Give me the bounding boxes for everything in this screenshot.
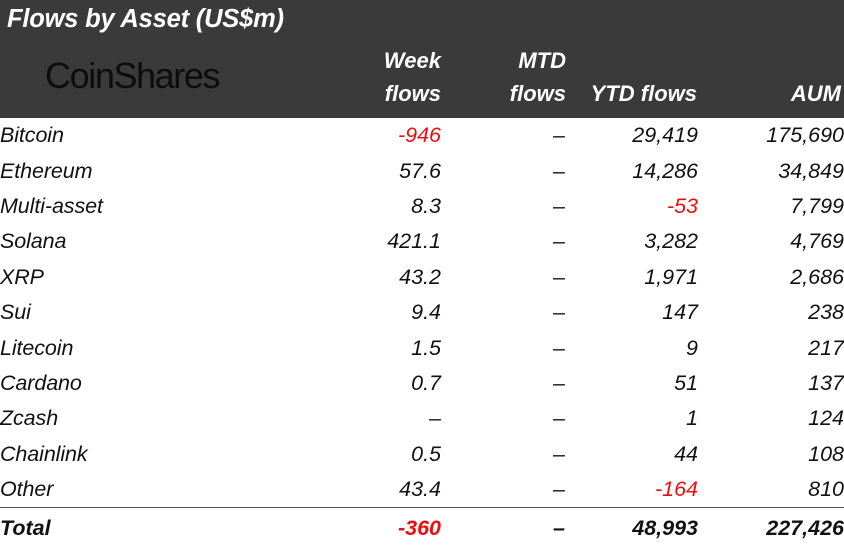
table-row: Sui 9.4 – 147 238 <box>0 295 844 330</box>
page-title: Flows by Asset (US$m) <box>7 5 284 33</box>
cell-asset: Sui <box>0 300 31 325</box>
cell-ytd-flows: 29,419 <box>632 123 698 148</box>
table-row: Cardano 0.7 – 51 137 <box>0 366 844 401</box>
table-header-bar: Flows by Asset (US$m) CoinShares Week fl… <box>0 0 844 118</box>
cell-week-flows: 9.4 <box>411 300 441 325</box>
cell-mtd-flows: – <box>553 123 565 148</box>
flows-table: Bitcoin -946–29,419 175,690 Ethereum 57.6–14… <box>0 118 844 549</box>
cell-week-flows: 0.5 <box>411 441 441 466</box>
cell-ytd-flows: -53 <box>666 193 698 218</box>
table-rows-container: Bitcoin -946–29,419 175,690 Ethereum 57.6–14… <box>0 118 844 549</box>
cell-week-flows: 43.2 <box>399 264 441 289</box>
cell-week-flows: 57.6 <box>399 158 441 183</box>
cell-asset: Bitcoin <box>0 123 64 148</box>
cell-week-flows: 0.7 <box>411 370 441 395</box>
cell-ytd-flows: 147 <box>662 300 698 325</box>
cell-aum: 217 <box>808 335 844 360</box>
cell-asset: Solana <box>0 229 67 254</box>
cell-ytd-flows: 1,971 <box>644 264 698 289</box>
cell-asset: Other <box>0 477 54 502</box>
column-header-mtd-flows-line1: MTD <box>518 48 566 73</box>
column-header-ytd-flows-label: YTD flows <box>590 81 697 106</box>
cell-ytd-flows: 3,282 <box>644 229 698 254</box>
column-header-aum: AUM <box>791 77 841 110</box>
table-total-row: Total -360–48,993 227,426 <box>0 507 844 549</box>
cell-week-flows: 43.4 <box>399 477 441 502</box>
table-row: Chainlink 0.5 – 44 108 <box>0 437 844 472</box>
cell-aum: 2,686 <box>790 264 844 289</box>
cell-week-flows: 8.3 <box>411 193 441 218</box>
cell-week-flows: 1.5 <box>411 335 441 360</box>
column-header-week-flows-line1: Week <box>383 48 441 73</box>
column-header-aum-label: AUM <box>790 81 841 106</box>
cell-asset: Chainlink <box>0 441 88 466</box>
cell-ytd-flows: 1 <box>686 406 698 431</box>
cell-ytd-flows: 48,993 <box>565 507 698 549</box>
cell-mtd-flows: – <box>553 264 565 289</box>
cell-aum: 227,426 <box>698 507 844 549</box>
table-body: Bitcoin -946–29,419 175,690 Ethereum 57.6–14… <box>0 118 844 551</box>
cell-mtd-flows: – <box>553 193 565 218</box>
cell-asset: XRP <box>0 264 44 289</box>
table-row: Ethereum 57.6 – 14,286 34,849 <box>0 153 844 188</box>
cell-asset: Ethereum <box>0 158 93 183</box>
cell-asset: Litecoin <box>0 335 74 360</box>
column-header-ytd-flows: YTD flows <box>591 77 697 110</box>
cell-aum: 108 <box>808 441 844 466</box>
cell-aum: 34,849 <box>778 158 844 183</box>
cell-mtd-flows: – <box>553 229 565 254</box>
table-row: Multi-asset 8.3 – -53 7,799 <box>0 189 844 224</box>
coinshares-logo: CoinShares <box>45 55 221 96</box>
cell-aum: 238 <box>808 300 844 325</box>
cell-aum: 4,769 <box>790 229 844 254</box>
cell-mtd-flows: – <box>553 370 565 395</box>
cell-week-flows: 421.1 <box>387 229 441 254</box>
table-row: Solana 421.1 – 3,282 4,769 <box>0 224 844 259</box>
table-row: Litecoin 1.5 – 9 217 <box>0 330 844 365</box>
table-row: Zcash – – 1 124 <box>0 401 844 436</box>
cell-mtd-flows: – <box>441 507 565 549</box>
cell-aum: 7,799 <box>790 193 844 218</box>
cell-ytd-flows: 51 <box>674 370 698 395</box>
cell-asset: Total <box>0 507 340 549</box>
cell-aum: 137 <box>808 370 844 395</box>
cell-mtd-flows: – <box>553 158 565 183</box>
cell-ytd-flows: 14,286 <box>632 158 698 183</box>
cell-mtd-flows: – <box>553 335 565 360</box>
cell-week-flows: -360 <box>340 507 441 549</box>
cell-asset: Cardano <box>0 370 82 395</box>
table-row: XRP 43.2 – 1,971 2,686 <box>0 260 844 295</box>
cell-mtd-flows: – <box>553 477 565 502</box>
cell-mtd-flows: – <box>553 300 565 325</box>
column-header-week-flows: Week flows <box>384 44 441 110</box>
cell-ytd-flows: -164 <box>654 477 698 502</box>
cell-week-flows: – <box>429 406 441 431</box>
cell-ytd-flows: 44 <box>674 441 698 466</box>
cell-mtd-flows: – <box>553 441 565 466</box>
cell-asset: Zcash <box>0 406 59 431</box>
cell-aum: 124 <box>808 406 844 431</box>
column-header-week-flows-line2: flows <box>384 81 441 106</box>
cell-aum: 810 <box>808 477 844 502</box>
cell-asset: Multi-asset <box>0 193 103 218</box>
cell-week-flows: -946 <box>397 123 441 148</box>
cell-ytd-flows: 9 <box>686 335 698 360</box>
column-header-mtd-flows-line2: flows <box>509 81 566 106</box>
table-row: Other 43.4 – -164 810 <box>0 472 844 508</box>
column-header-mtd-flows: MTD flows <box>510 44 566 110</box>
cell-aum: 175,690 <box>766 123 844 148</box>
table-row: Bitcoin -946 – 29,419 175,690 <box>0 118 844 153</box>
cell-mtd-flows: – <box>553 406 565 431</box>
